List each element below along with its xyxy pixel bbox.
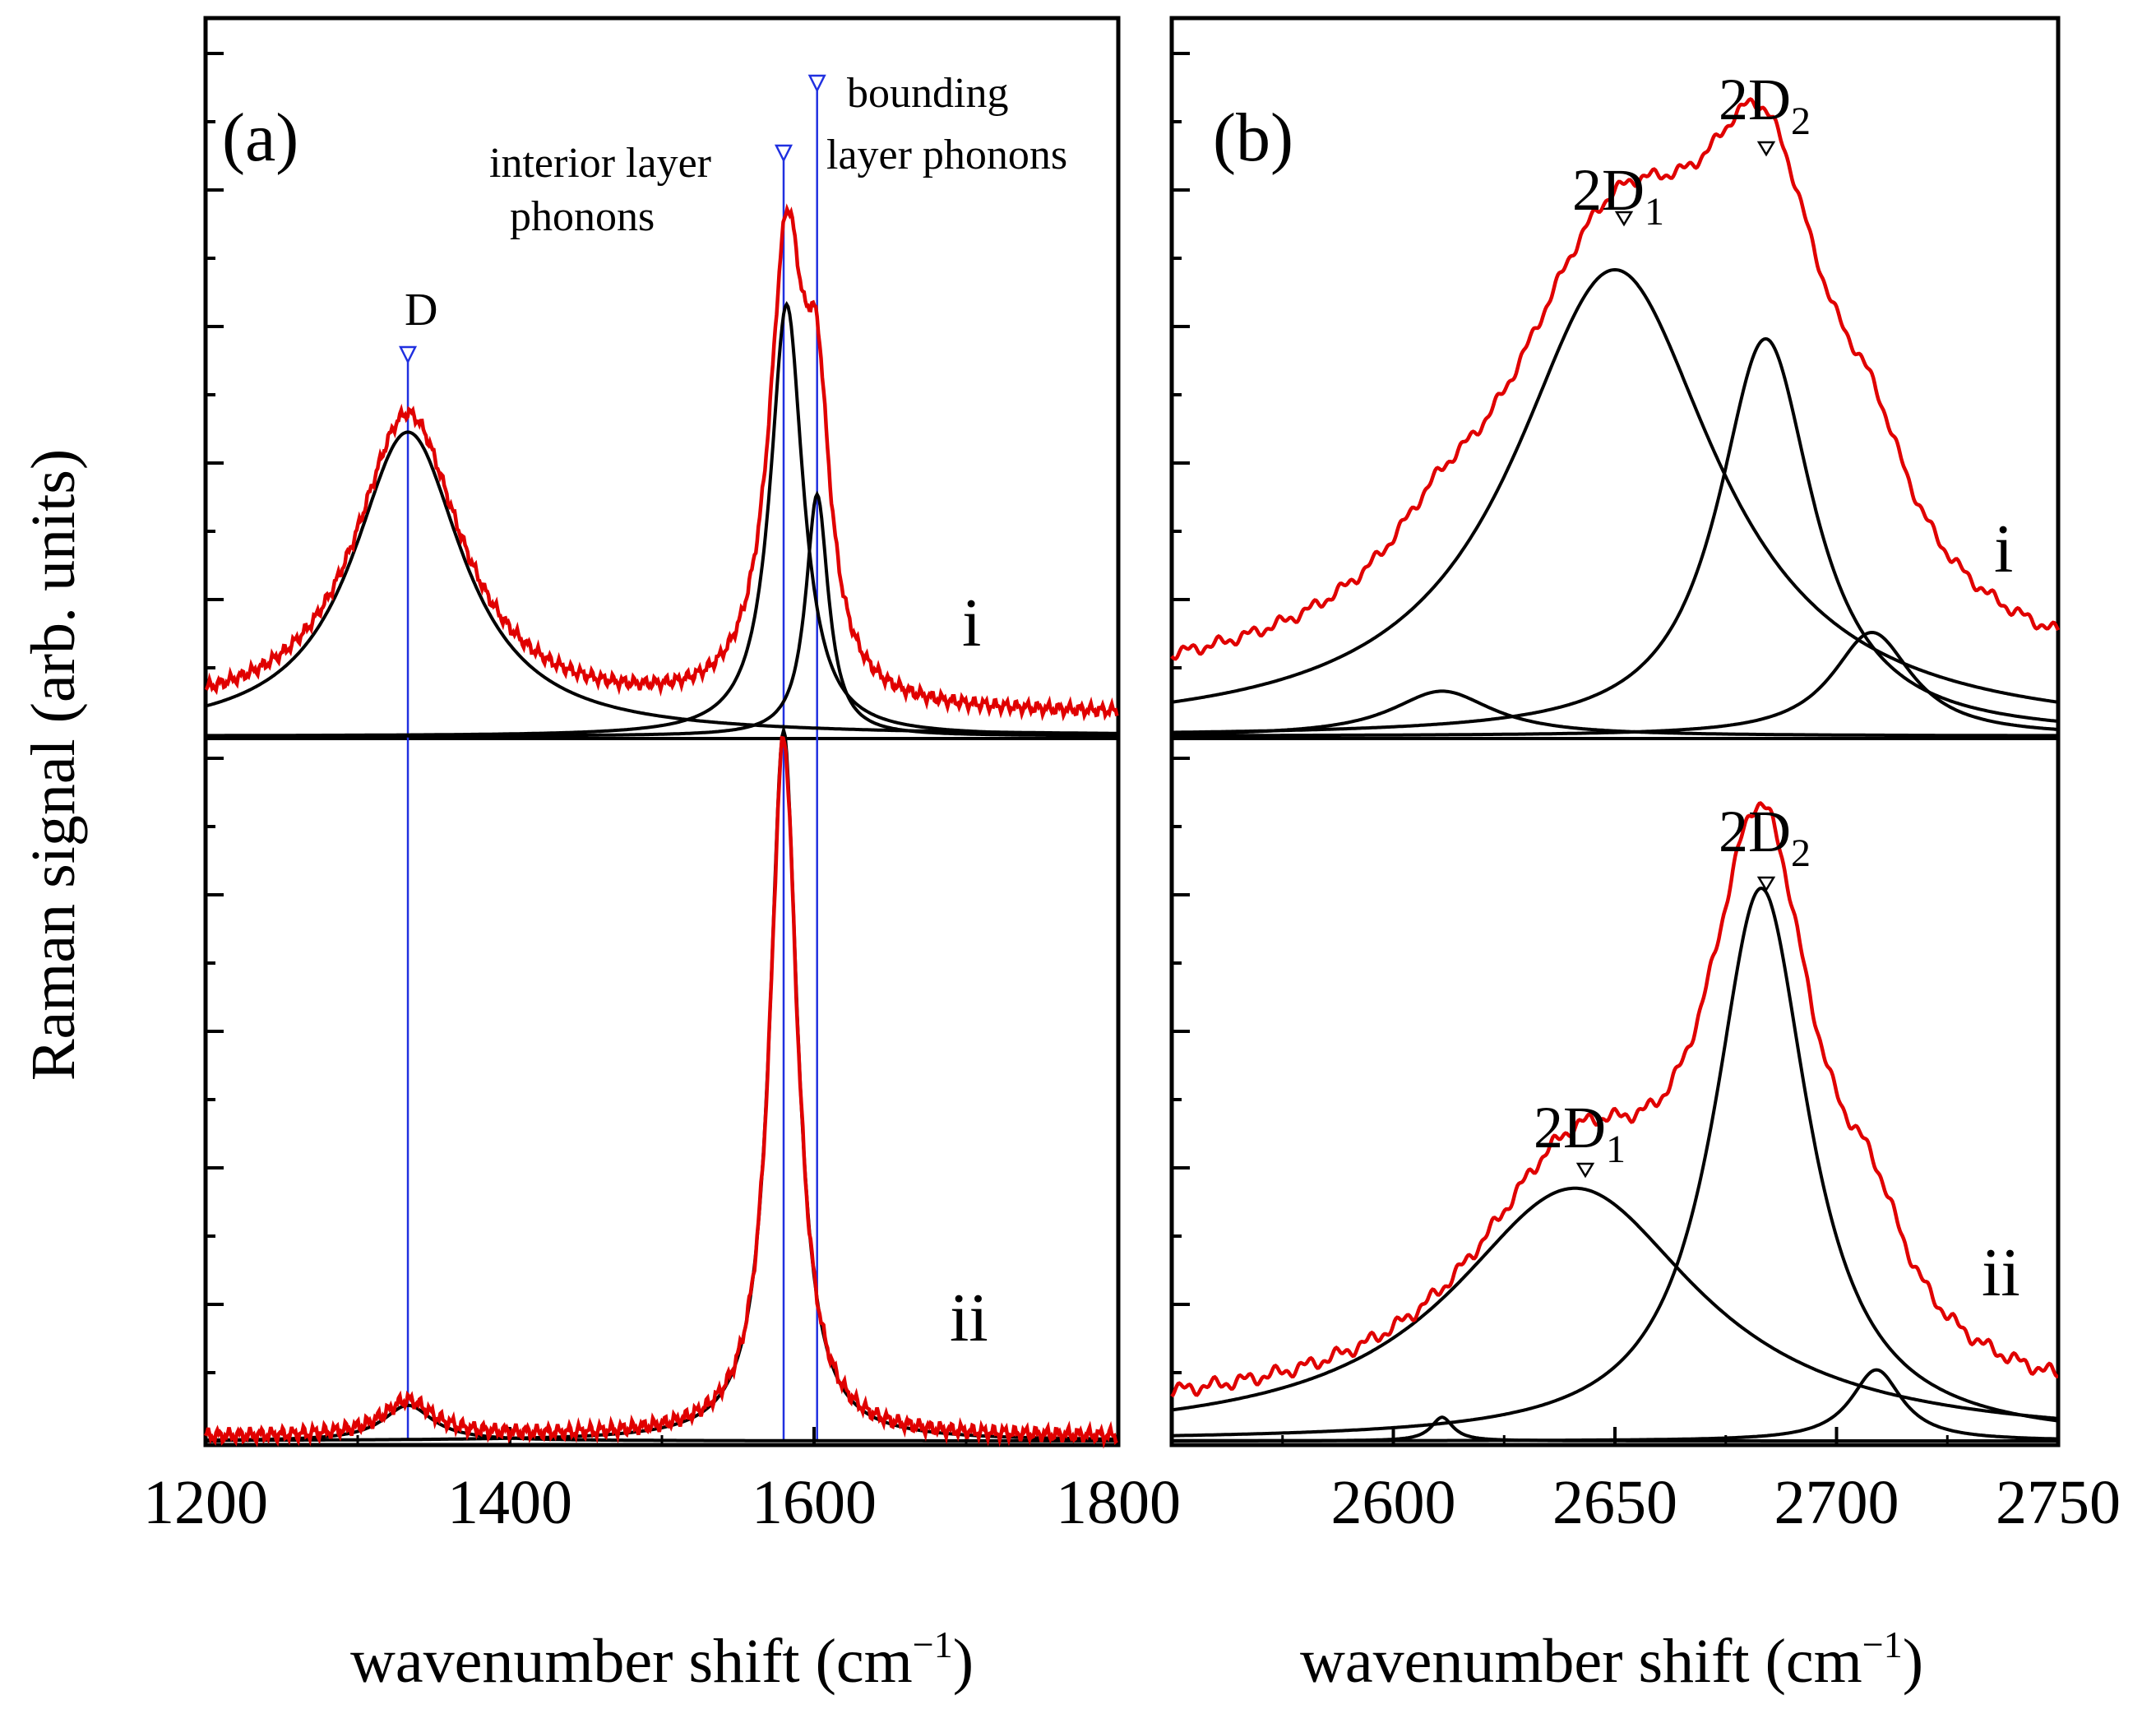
fit-component-b-ii-1 <box>1172 886 2057 1438</box>
label-b-i-2D1: 2D1 <box>1572 157 1664 234</box>
x-tick-label-b-2: 2700 <box>1774 1468 1899 1537</box>
label-b-ii-2D2-main: 2D <box>1719 799 1791 864</box>
measured-spectrum-a-i <box>204 203 1119 722</box>
label-b-i-2D2-main: 2D <box>1719 67 1791 132</box>
panel-a-label: (a) <box>222 100 298 176</box>
label-b-i-2D2-sub: 2 <box>1791 100 1811 143</box>
fit-component-b-ii-0 <box>1171 1186 2057 1420</box>
peak-marker-0 <box>1614 211 1634 227</box>
x-axis-title-a-close: ) <box>953 1627 974 1696</box>
fit-component-b-i-1 <box>1172 336 2057 734</box>
x-tick-label-b-1: 2650 <box>1552 1468 1677 1537</box>
x-axis-title-a: wavenumber shift (cm−1) <box>350 1623 974 1696</box>
fit-component-b-i-3 <box>1171 689 2057 738</box>
reference-marker-D <box>399 345 418 364</box>
peak-marker-2 <box>1575 1162 1595 1179</box>
measured-spectrum-b-ii <box>1170 801 2059 1398</box>
panel-b-y-ticks <box>1172 52 1190 1443</box>
label-b-i-2D2: 2D2 <box>1719 67 1811 143</box>
label-b-ii-2D1-main: 2D <box>1534 1095 1606 1160</box>
reference-marker-bounding <box>807 74 826 93</box>
x-tick-label-a-1: 1400 <box>447 1468 572 1537</box>
fit-component-a-i-1 <box>206 301 1118 738</box>
panel-b-curves <box>1170 97 2061 1443</box>
label-D: D <box>405 285 437 336</box>
panel-b-x-ticks: 2600 2650 2700 2750 <box>1170 1427 2121 1537</box>
x-tick-label-a-2: 1600 <box>752 1468 877 1537</box>
label-b-ii-2D1-sub: 1 <box>1606 1128 1626 1171</box>
peak-marker-1 <box>1756 141 1776 157</box>
label-b-i-2D1-main: 2D <box>1572 157 1645 223</box>
label-bounding-1: bounding <box>847 70 1008 117</box>
x-axis-title-b: wavenumber shift (cm−1) <box>1300 1623 1923 1696</box>
panel-a-reference-lines <box>399 74 826 1441</box>
label-bounding-2: layer phonons <box>826 132 1067 178</box>
label-b-i-2D1-sub: 1 <box>1645 190 1664 234</box>
fit-component-a-i-2 <box>206 490 1118 738</box>
label-b-ii-2D1: 2D1 <box>1534 1095 1626 1171</box>
fit-component-b-ii-3 <box>1172 1415 2057 1443</box>
x-axis-title-b-close: ) <box>1903 1627 1923 1696</box>
measured-spectrum-a-ii <box>204 735 1118 1449</box>
panel-a: 1200 1400 1600 1800 (a) D interior layer ph… <box>143 16 1181 1537</box>
trace-label-b-ii: ii <box>1982 1234 2020 1311</box>
x-axis-title-a-sup: −1 <box>913 1623 953 1665</box>
panel-a-y-ticks <box>206 52 224 1443</box>
panel-b-label: (b) <box>1213 100 1293 176</box>
measured-spectrum-b-i <box>1170 97 2061 661</box>
label-interior-1: interior layer <box>489 140 711 187</box>
x-tick-label-b-0: 2600 <box>1331 1468 1456 1537</box>
reference-marker-interior <box>774 144 793 163</box>
x-tick-label-a-3: 1800 <box>1056 1468 1181 1537</box>
x-axis-title-b-main: wavenumber shift (cm <box>1300 1627 1862 1696</box>
trace-label-b-i: i <box>1994 511 2013 587</box>
fit-component-a-ii-0 <box>206 1403 1118 1443</box>
label-b-ii-2D2-sub: 2 <box>1791 831 1811 875</box>
y-axis-title: Raman signal (arb. units) <box>19 449 88 1081</box>
panel-b: 2600 2650 2700 2750 (b) 2D1 2D2 2D1 2D2 i i… <box>1169 16 2121 1537</box>
fit-component-b-i-0 <box>1171 267 2057 704</box>
trace-label-a-i: i <box>962 585 981 661</box>
panel-a-curves <box>204 203 1119 1449</box>
x-axis-title-a-main: wavenumber shift (cm <box>350 1627 913 1696</box>
label-b-ii-2D2: 2D2 <box>1719 799 1811 875</box>
trace-label-a-ii: ii <box>950 1280 988 1356</box>
panel-a-x-ticks: 1200 1400 1600 1800 <box>143 1427 1181 1537</box>
x-tick-label-a-0: 1200 <box>143 1468 268 1537</box>
x-tick-label-b-3: 2750 <box>1996 1468 2121 1537</box>
peak-marker-3 <box>1756 876 1776 892</box>
label-interior-2: phonons <box>510 193 655 240</box>
x-axis-title-b-sup: −1 <box>1862 1623 1903 1665</box>
